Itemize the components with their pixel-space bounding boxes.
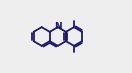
Text: N: N	[54, 22, 62, 31]
